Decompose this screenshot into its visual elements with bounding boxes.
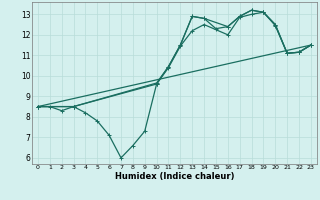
X-axis label: Humidex (Indice chaleur): Humidex (Indice chaleur) <box>115 172 234 181</box>
